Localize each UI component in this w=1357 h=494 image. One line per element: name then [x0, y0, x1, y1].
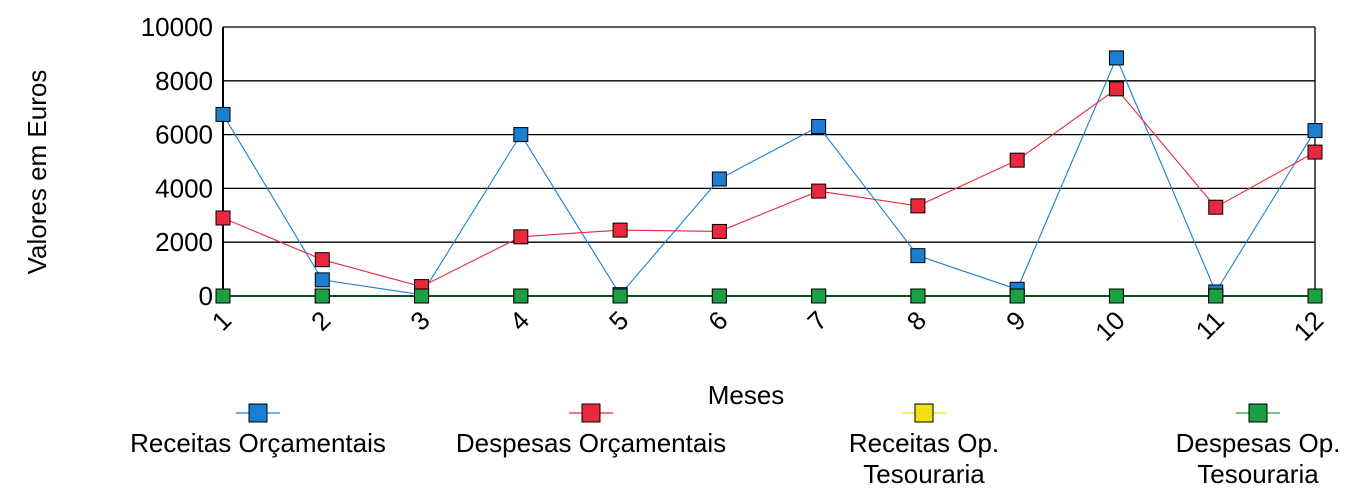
data-point [1208, 288, 1224, 304]
legend-label: Despesas Orçamentais [456, 428, 726, 458]
x-tick-label: 5 [603, 305, 634, 336]
data-point [811, 183, 827, 199]
x-tick-label: 3 [404, 305, 435, 336]
x-tick-label: 9 [1000, 305, 1031, 336]
data-point [513, 288, 529, 304]
data-point [1108, 81, 1124, 97]
data-point [1208, 199, 1224, 215]
data-point [314, 288, 330, 304]
series-line [222, 56, 1316, 296]
data-point [215, 106, 231, 122]
data-point [414, 288, 430, 304]
x-tick-label: 4 [504, 305, 535, 336]
y-axis-ticks: 0 2000 4000 6000 8000 10000 [141, 12, 213, 311]
y-tick-label: 2000 [155, 227, 213, 257]
data-point [910, 198, 926, 214]
legend-marker [914, 403, 934, 423]
data-point [1307, 144, 1323, 160]
x-axis-ticks: 1 2 3 4 5 6 7 8 9 10 11 12 [206, 296, 1329, 347]
x-tick-label: 8 [901, 305, 932, 336]
data-point [215, 210, 231, 226]
data-point [612, 288, 628, 304]
legend-marker [248, 403, 268, 423]
legend-label: Despesas Op. [1176, 428, 1341, 458]
y-tick-label: 6000 [155, 120, 213, 150]
x-tick-label: 10 [1089, 305, 1131, 347]
gridlines [222, 26, 1316, 297]
data-point [1108, 50, 1124, 66]
data-point [314, 252, 330, 268]
data-point [1307, 288, 1323, 304]
legend-label: Receitas Op. [849, 428, 999, 458]
data-point [1108, 288, 1124, 304]
y-tick-label: 8000 [155, 66, 213, 96]
data-point [1009, 288, 1025, 304]
x-tick-label: 6 [702, 305, 733, 336]
data-point [811, 288, 827, 304]
legend-marker [1248, 403, 1268, 423]
legend-label: Tesouraria [863, 459, 985, 489]
data-point [513, 229, 529, 245]
legend-marker [581, 403, 601, 423]
data-point [612, 222, 628, 238]
series-line [222, 88, 1316, 288]
data-point [215, 288, 231, 304]
data-point [711, 171, 727, 187]
y-tick-label: 4000 [155, 173, 213, 203]
data-point [1307, 123, 1323, 139]
y-tick-label: 10000 [141, 12, 213, 42]
data-point [1009, 152, 1025, 168]
legend-label: Tesouraria [1197, 459, 1319, 489]
x-tick-label: 7 [801, 305, 832, 336]
legend-label: Receitas Orçamentais [130, 428, 386, 458]
data-point [811, 119, 827, 135]
series-lines [222, 56, 1316, 297]
data-point [711, 288, 727, 304]
x-tick-label: 2 [305, 305, 336, 336]
x-tick-label: 1 [206, 305, 237, 336]
series-points [215, 50, 1323, 304]
y-tick-label: 0 [199, 281, 213, 311]
x-tick-label: 12 [1288, 305, 1330, 347]
y-axis-title: Valores em Euros [22, 70, 52, 275]
data-point [910, 288, 926, 304]
data-point [513, 127, 529, 143]
data-point [711, 223, 727, 239]
x-axis-title: Meses [708, 380, 785, 410]
x-tick-label: 11 [1190, 305, 1230, 345]
data-point [314, 272, 330, 288]
legend: Receitas Orçamentais Despesas Orçamentais… [130, 403, 1341, 489]
data-point [910, 248, 926, 264]
